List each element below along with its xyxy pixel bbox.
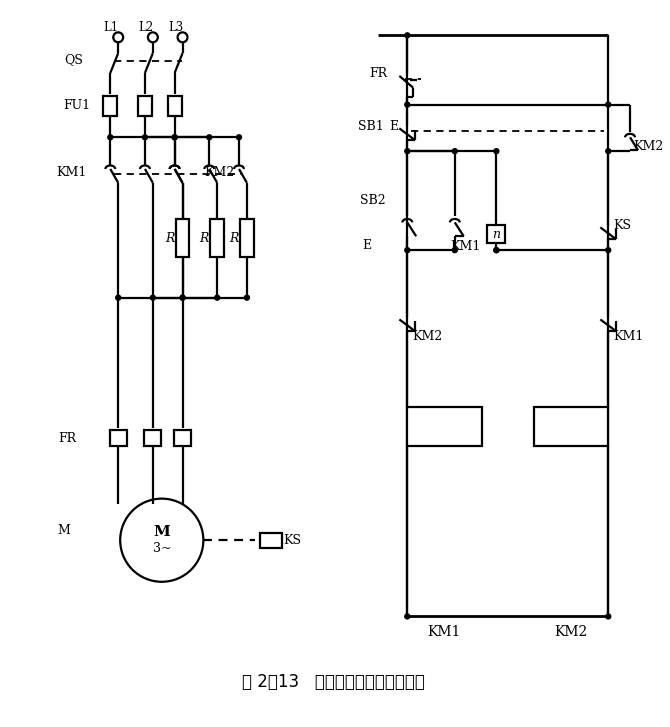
Circle shape (405, 103, 410, 107)
Text: KM2: KM2 (204, 166, 234, 180)
Circle shape (606, 149, 611, 153)
Bar (260, 533, 281, 547)
Circle shape (150, 295, 155, 300)
Circle shape (405, 248, 410, 252)
Circle shape (180, 295, 185, 300)
Text: 图 2－13   单向反接制动的控制线路: 图 2－13 单向反接制动的控制线路 (242, 672, 425, 691)
Bar (138, 96, 152, 116)
Circle shape (405, 33, 410, 38)
Text: QS: QS (64, 54, 82, 67)
Circle shape (172, 134, 177, 140)
Text: L3: L3 (168, 21, 184, 34)
Text: M: M (153, 526, 170, 539)
Bar (534, 406, 608, 446)
Text: SB2: SB2 (360, 194, 385, 207)
Text: KS: KS (283, 534, 302, 547)
Text: n: n (492, 228, 500, 241)
Circle shape (494, 149, 499, 153)
Bar (174, 430, 191, 446)
Bar (168, 96, 182, 116)
Circle shape (452, 149, 458, 153)
Text: M: M (58, 524, 71, 537)
Text: KM1: KM1 (56, 166, 86, 180)
Circle shape (606, 103, 611, 107)
Text: KM2: KM2 (633, 140, 663, 153)
Text: KM2: KM2 (412, 330, 442, 342)
Text: L1: L1 (104, 21, 119, 34)
Bar (240, 220, 254, 257)
Text: KM1: KM1 (613, 330, 644, 342)
Text: E: E (362, 238, 372, 252)
Bar (210, 220, 224, 257)
Text: KM2: KM2 (555, 625, 588, 639)
Text: L2: L2 (139, 21, 153, 34)
Circle shape (207, 134, 212, 140)
Bar (103, 96, 117, 116)
Circle shape (116, 295, 121, 300)
Bar (176, 220, 190, 257)
Text: SB1: SB1 (358, 120, 383, 133)
Circle shape (180, 295, 185, 300)
Circle shape (405, 614, 410, 619)
Circle shape (143, 134, 147, 140)
Bar (407, 406, 482, 446)
Circle shape (452, 248, 458, 252)
Circle shape (108, 134, 113, 140)
Circle shape (494, 248, 499, 252)
Circle shape (606, 614, 611, 619)
Text: R: R (229, 232, 239, 245)
Text: 3~: 3~ (153, 542, 171, 555)
Text: E: E (389, 120, 399, 133)
Circle shape (494, 248, 499, 252)
Text: KS: KS (613, 219, 631, 232)
Text: FR: FR (58, 432, 76, 445)
Text: KM1: KM1 (450, 240, 480, 253)
Circle shape (245, 295, 249, 300)
Circle shape (606, 248, 611, 252)
Text: FU1: FU1 (64, 99, 91, 112)
Bar (145, 430, 161, 446)
Text: R: R (165, 232, 174, 245)
Text: R: R (200, 232, 209, 245)
Circle shape (405, 149, 410, 153)
Circle shape (214, 295, 220, 300)
Text: KM1: KM1 (427, 625, 461, 639)
Circle shape (237, 134, 241, 140)
Circle shape (172, 134, 177, 140)
Bar (488, 225, 505, 244)
Bar (110, 430, 127, 446)
Text: FR: FR (370, 68, 388, 81)
